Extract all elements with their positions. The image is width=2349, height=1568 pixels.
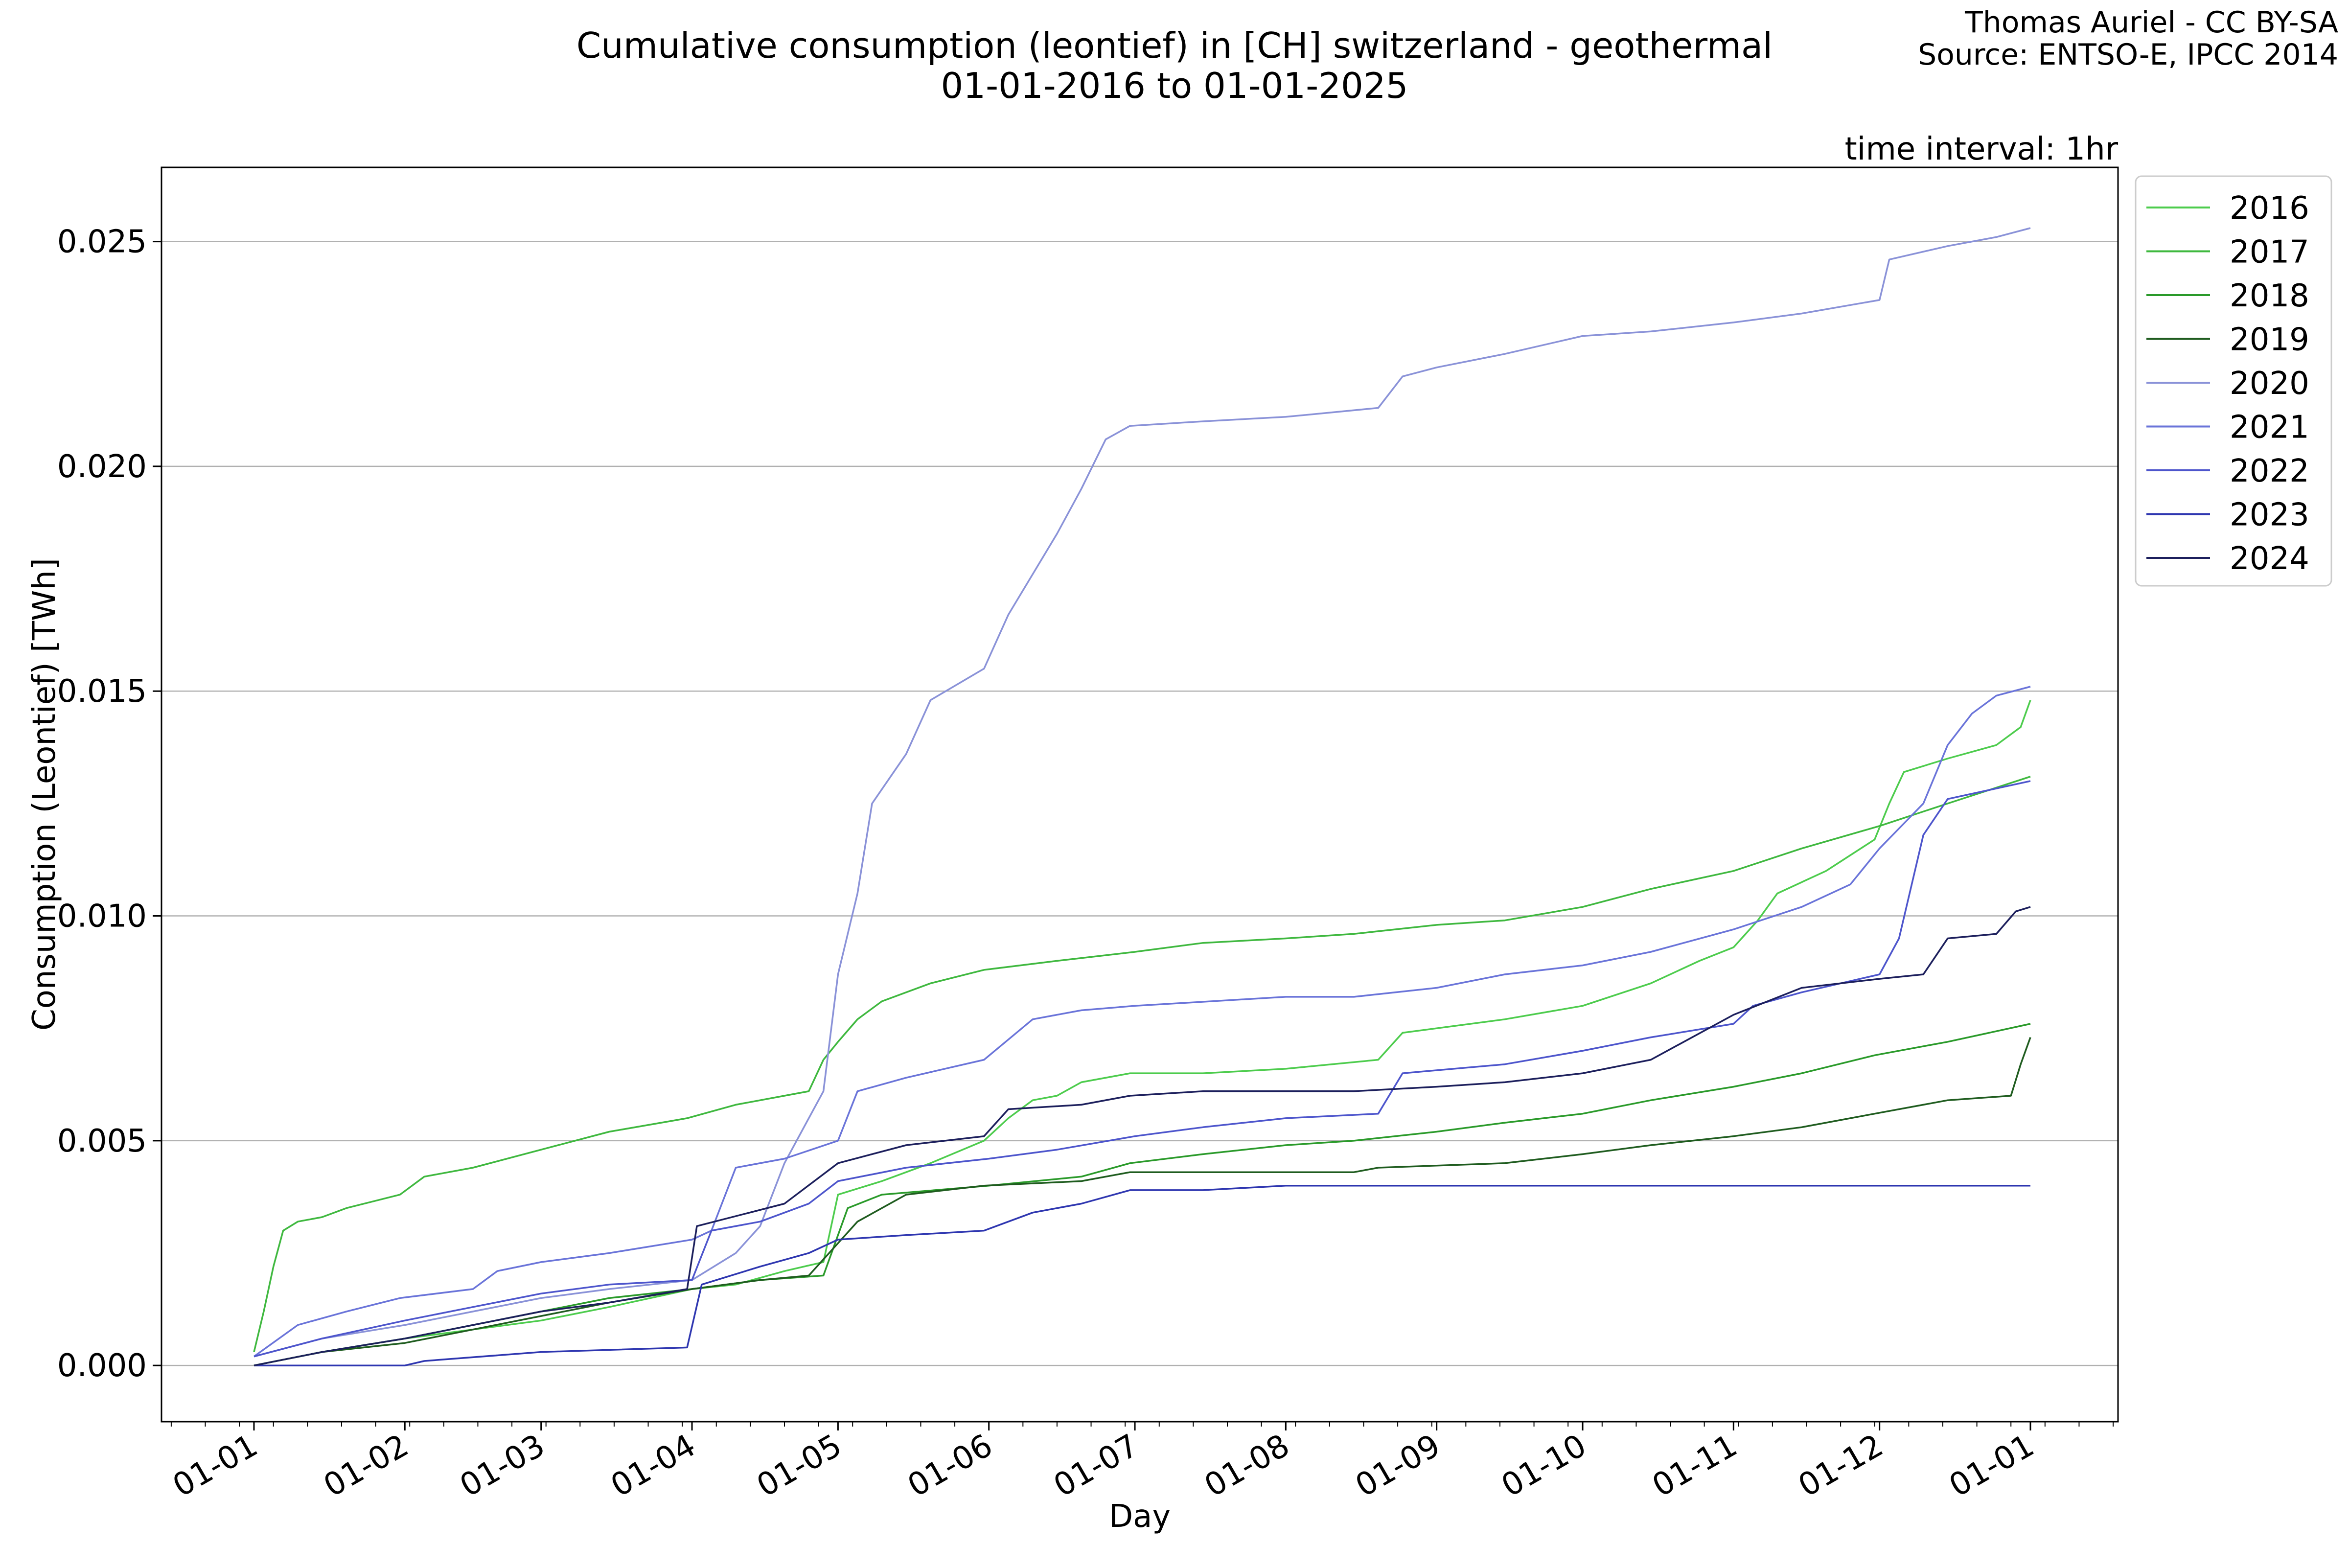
series-line-2020 xyxy=(253,227,2031,1358)
credit-author: Thomas Auriel - CC BY-SA xyxy=(1964,5,2338,40)
legend-label-2018: 2018 xyxy=(2230,278,2309,314)
x-tick-label: 01-01 xyxy=(167,1428,264,1504)
series-line-2022 xyxy=(253,780,2031,1358)
legend-label-2020: 2020 xyxy=(2230,366,2309,402)
series-line-2023 xyxy=(254,1184,2030,1366)
x-tick-label: 01-08 xyxy=(1198,1428,1295,1504)
plot-area-frame xyxy=(161,166,2119,1423)
x-tick-label: 01-12 xyxy=(1793,1428,1889,1504)
series-line-2019 xyxy=(253,1037,2031,1366)
y-tick-label: 0.005 xyxy=(57,1123,147,1159)
time-interval-annotation: time interval: 1hr xyxy=(1845,131,2119,167)
y-tick-label: 0.020 xyxy=(57,449,147,485)
series-line-2021 xyxy=(253,686,2031,1358)
y-tick-label: 0.015 xyxy=(57,673,147,710)
x-axis-label: Day xyxy=(1109,1499,1171,1535)
y-tick-label: 0.000 xyxy=(57,1348,147,1384)
series-line-2017 xyxy=(253,776,2031,1353)
legend-label-2022: 2022 xyxy=(2230,453,2309,489)
x-tick-label: 01-10 xyxy=(1496,1428,1592,1504)
chart-title: Cumulative consumption (leontief) in [CH… xyxy=(576,25,1773,66)
x-tick-label: 01-07 xyxy=(1048,1428,1145,1504)
x-tick-label: 01-11 xyxy=(1646,1428,1743,1504)
series-line-2024 xyxy=(253,906,2031,1366)
axes: 0.000 0.005 0.010 0.015 0.020 0.025 01-01 01-02… xyxy=(57,224,2114,1504)
legend-label-2019: 2019 xyxy=(2230,322,2309,358)
legend-label-2024: 2024 xyxy=(2230,541,2309,577)
legend-label-2016: 2016 xyxy=(2230,190,2309,227)
x-tick-label: 01-09 xyxy=(1350,1428,1447,1504)
chart-subtitle: 01-01-2016 to 01-01-2025 xyxy=(941,65,1408,106)
legend: 2016 2017 2018 2019 2020 2021 2022 2023 2024 xyxy=(2135,175,2332,587)
gridlines xyxy=(161,241,2118,1366)
legend-label-2023: 2023 xyxy=(2230,497,2309,533)
x-tick-label: 01-02 xyxy=(318,1428,415,1504)
x-tick-label: 01-04 xyxy=(605,1428,702,1504)
x-tick-label: 01-06 xyxy=(902,1428,999,1504)
x-tick-label: 01-01 xyxy=(1943,1428,2040,1504)
y-tick-label: 0.025 xyxy=(57,224,147,260)
y-axis-label: Consumption (Leontief) [TWh] xyxy=(26,558,63,1031)
y-tick-label: 0.010 xyxy=(57,899,147,935)
credit-source: Source: ENTSO-E, IPCC 2014 xyxy=(1918,38,2338,72)
legend-label-2021: 2021 xyxy=(2230,410,2309,446)
legend-box xyxy=(2135,175,2332,587)
series-line-2018 xyxy=(253,1023,2031,1366)
legend-label-2017: 2017 xyxy=(2230,234,2309,271)
series-lines xyxy=(253,227,2031,1366)
x-tick-label: 01-05 xyxy=(751,1428,848,1504)
x-tick-label: 01-03 xyxy=(454,1428,551,1504)
